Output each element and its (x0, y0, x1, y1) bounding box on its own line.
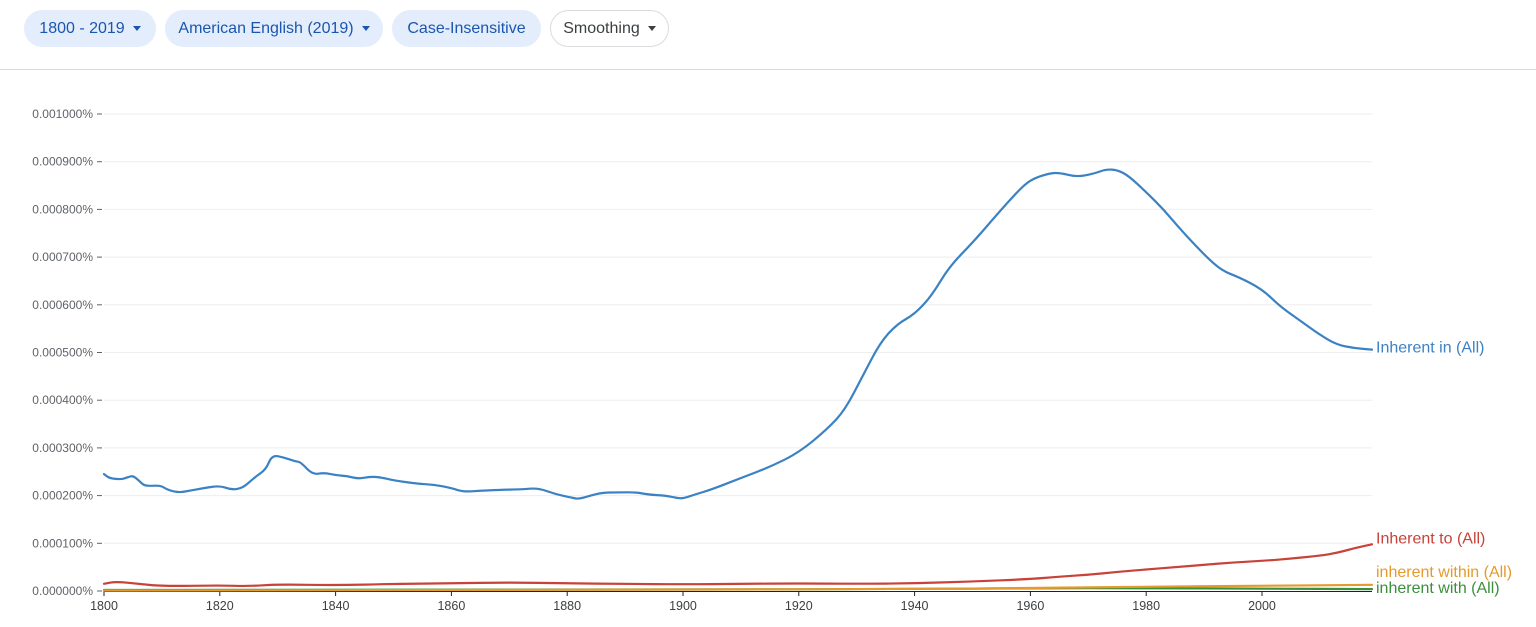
x-tick-label: 1840 (322, 599, 350, 613)
y-tick-label: 0.000600% (32, 298, 93, 312)
x-tick-label: 1860 (437, 599, 465, 613)
year-range-dropdown[interactable]: 1800 - 2019 (24, 10, 156, 47)
x-tick-label: 1960 (1016, 599, 1044, 613)
series-label-2[interactable]: inherent within (All) (1376, 564, 1512, 581)
y-axis: 0.000000% 0.000100% 0.000200% 0.000300% 0.00… (32, 107, 102, 598)
series-lines (102, 168, 1374, 592)
x-tick-label: 1820 (206, 599, 234, 613)
series-label-3[interactable]: inherent with (All) (1376, 580, 1500, 597)
series-line-0[interactable] (102, 168, 1374, 500)
y-tick-label: 0.001000% (32, 107, 93, 121)
corpus-dropdown[interactable]: American English (2019) (165, 10, 383, 47)
y-tick-label: 0.000200% (32, 489, 93, 503)
x-tick-label: 1880 (553, 599, 581, 613)
x-axis: 1800 1820 1840 1860 1880 1900 1920 1940 1960 1980… (90, 591, 1372, 613)
x-tick-label: 1980 (1132, 599, 1160, 613)
y-tick-label: 0.000800% (32, 202, 93, 216)
series-label-1[interactable]: Inherent to (All) (1376, 530, 1485, 547)
y-tick-label: 0.000000% (32, 584, 93, 598)
series-labels: Inherent in (All) Inherent to (All) inhere… (1376, 340, 1512, 597)
caret-down-icon (361, 26, 370, 31)
caret-down-icon (647, 26, 656, 31)
ngram-chart: 0.000000% 0.000100% 0.000200% 0.000300% 0.00… (32, 107, 1512, 613)
series-label-0[interactable]: Inherent in (All) (1376, 340, 1485, 357)
y-tick-label: 0.000300% (32, 441, 93, 455)
caret-down-icon (132, 26, 141, 31)
year-range-label: 1800 - 2019 (39, 19, 125, 37)
smoothing-dropdown[interactable]: Smoothing (550, 10, 669, 47)
case-label: Case-Insensitive (407, 19, 526, 37)
case-insensitive-toggle[interactable]: Case-Insensitive (392, 10, 541, 47)
x-tick-label: 1900 (669, 599, 697, 613)
series-line-1[interactable] (102, 543, 1374, 588)
series-line-2[interactable] (102, 583, 1374, 592)
y-tick-label: 0.000400% (32, 393, 93, 407)
corpus-label: American English (2019) (178, 19, 354, 37)
y-tick-label: 0.000100% (32, 536, 93, 550)
toolbar: 1800 - 2019 American English (2019) Case… (0, 0, 1536, 70)
y-tick-label: 0.000900% (32, 155, 93, 169)
x-tick-label: 1920 (785, 599, 813, 613)
smoothing-label: Smoothing (563, 19, 640, 37)
x-tick-label: 1800 (90, 599, 118, 613)
grid-lines (104, 113, 1372, 544)
y-tick-label: 0.000700% (32, 250, 93, 264)
x-tick-label: 1940 (901, 599, 929, 613)
y-tick-label: 0.000500% (32, 346, 93, 360)
x-tick-label: 2000 (1248, 599, 1276, 613)
